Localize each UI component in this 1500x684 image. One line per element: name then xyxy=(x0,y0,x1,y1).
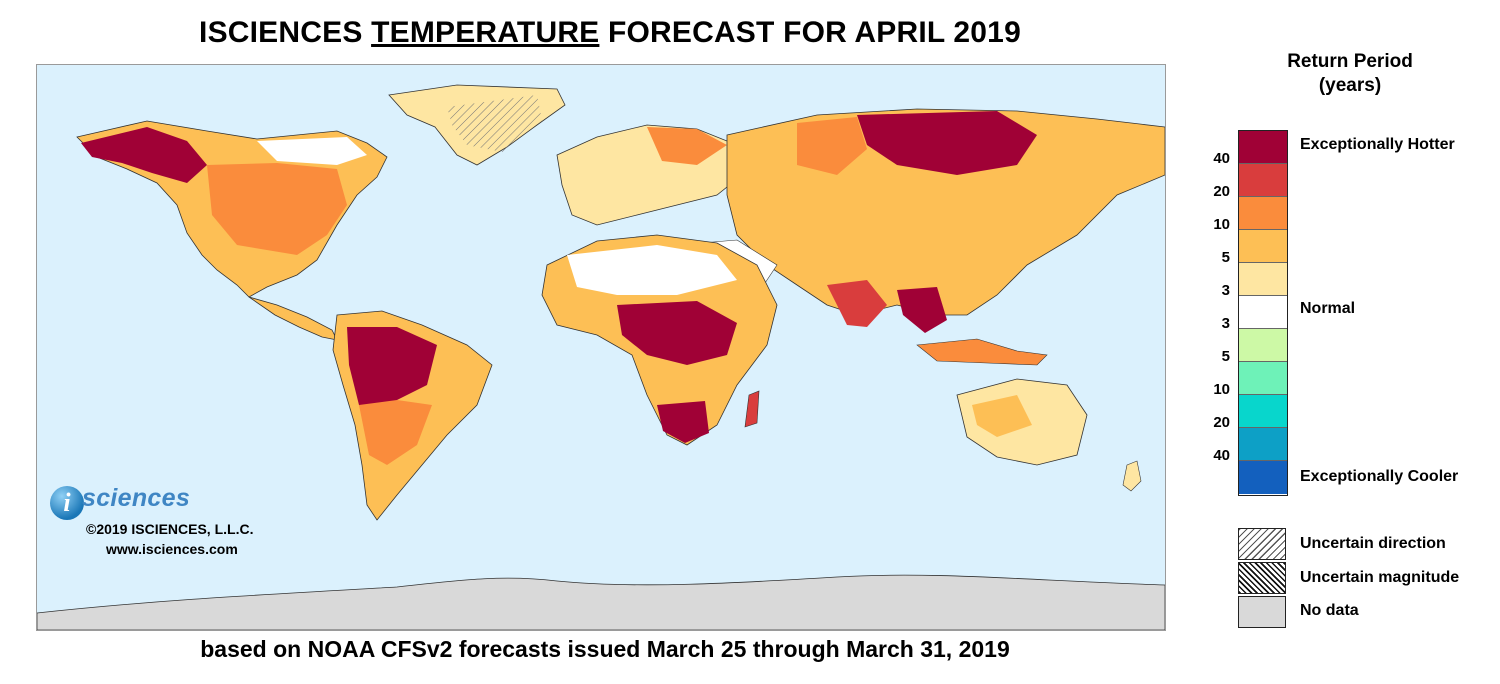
copyright-text: ©2019 ISCIENCES, L.L.C. xyxy=(86,521,254,537)
legend-tick-7: 10 xyxy=(1213,381,1230,398)
na-pale xyxy=(257,137,367,165)
title-prefix: ISCIENCES xyxy=(199,16,372,49)
legend-tick-9: 40 xyxy=(1213,447,1230,464)
legend-color-0 xyxy=(1239,131,1287,164)
legend-color-1 xyxy=(1239,164,1287,197)
sahara-pale xyxy=(567,245,737,295)
map-title: ISCIENCES TEMPERATURE FORECAST FOR APRIL… xyxy=(120,16,1100,50)
indonesia xyxy=(916,338,1048,366)
legend-color-8 xyxy=(1239,395,1287,428)
legend-tick-0: 40 xyxy=(1213,150,1230,167)
legend-label-cool: Exceptionally Cooler xyxy=(1300,468,1459,485)
na-orange xyxy=(207,163,347,255)
legend-tick-5: 3 xyxy=(1221,315,1230,332)
legend-title: Return Period (years) xyxy=(1260,50,1440,98)
footer-caption: based on NOAA CFSv2 forecasts issued Mar… xyxy=(200,636,1010,662)
legend-color-6 xyxy=(1239,329,1287,362)
legend-tick-8: 20 xyxy=(1213,414,1230,431)
africa-hot xyxy=(617,301,737,365)
indochina-hot xyxy=(897,287,947,333)
sa-hot xyxy=(347,327,437,425)
legend-tick-4: 3 xyxy=(1221,282,1230,299)
swatch-uncertain-magnitude xyxy=(1238,562,1286,594)
swatch-no-data xyxy=(1238,596,1286,628)
legend-color-9 xyxy=(1239,428,1287,461)
siberia-hot xyxy=(857,111,1037,175)
website-link[interactable]: www.isciences.com xyxy=(106,541,238,557)
legend-title-line1: Return Period xyxy=(1287,51,1413,72)
legend-tick-6: 5 xyxy=(1221,348,1230,365)
isciences-logo: i sciences xyxy=(50,484,300,564)
new-zealand xyxy=(1122,460,1142,492)
logo-badge-icon: i xyxy=(50,486,84,520)
sa-orange xyxy=(359,400,432,465)
madagascar xyxy=(744,390,760,428)
legend-color-4 xyxy=(1239,263,1287,296)
logo-wordmark: sciences xyxy=(82,484,191,512)
legend-uncertain-magnitude: Uncertain magnitude xyxy=(1300,569,1460,586)
legend-label-hot: Exceptionally Hotter xyxy=(1300,136,1455,153)
legend-label-normal: Normal xyxy=(1300,300,1356,317)
legend-color-3 xyxy=(1239,230,1287,263)
central-america xyxy=(248,296,338,341)
swatch-uncertain-direction xyxy=(1238,528,1286,560)
world-map-svg xyxy=(37,84,1165,630)
title-emphasis: TEMPERATURE xyxy=(371,16,600,49)
title-suffix: FORECAST FOR APRIL 2019 xyxy=(599,16,1021,49)
legend-title-line2: (years) xyxy=(1318,75,1382,96)
legend-tick-3: 5 xyxy=(1221,249,1230,266)
india-hot xyxy=(827,280,887,327)
antarctica xyxy=(37,574,1165,630)
legend-uncertain-direction: Uncertain direction xyxy=(1300,535,1446,552)
australia-orange xyxy=(972,395,1032,437)
legend-color-scale xyxy=(1238,130,1288,496)
legend-tick-1: 20 xyxy=(1213,183,1230,200)
scandinavia-orange xyxy=(647,127,727,165)
alaska-hot xyxy=(81,127,207,183)
legend-color-7 xyxy=(1239,362,1287,395)
legend-no-data: No data xyxy=(1300,602,1359,619)
siberia-orange xyxy=(797,117,867,175)
legend-color-2 xyxy=(1239,197,1287,230)
south-africa-hot xyxy=(657,401,709,443)
legend-tick-2: 10 xyxy=(1213,216,1230,233)
legend-color-5 xyxy=(1239,296,1287,329)
greenland-uncertain xyxy=(447,95,542,153)
legend-color-10 xyxy=(1239,461,1287,494)
world-map xyxy=(36,64,1166,631)
